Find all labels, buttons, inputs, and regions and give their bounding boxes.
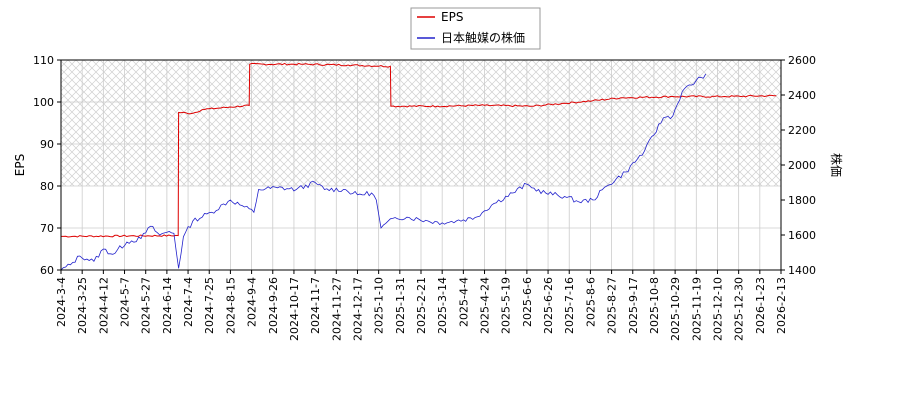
x-tick-label: 2024-9-26: [267, 277, 280, 334]
x-tick-label: 2026-2-13: [775, 277, 788, 334]
right-tick-label: 2000: [788, 159, 816, 172]
x-tick-label: 2025-1-10: [373, 277, 386, 334]
x-tick-label: 2025-11-19: [690, 277, 703, 341]
x-tick-label: 2025-4-24: [479, 277, 492, 334]
x-tick-label: 2024-3-25: [76, 277, 89, 334]
right-tick-label: 1400: [788, 264, 816, 277]
left-tick-label: 60: [40, 264, 54, 277]
right-axis-ticks: 1400 1600 1800 2000 2200 2400 2600: [781, 54, 816, 277]
x-tick-label: 2024-11-27: [330, 277, 343, 341]
left-tick-label: 80: [40, 180, 54, 193]
x-tick-label: 2024-5-7: [119, 277, 132, 327]
series-line-eps: [61, 62, 777, 238]
left-tick-label: 110: [33, 54, 54, 67]
left-tick-label: 70: [40, 222, 54, 235]
x-tick-label: 2025-1-31: [394, 277, 407, 334]
right-tick-label: 1800: [788, 194, 816, 207]
right-tick-label: 2200: [788, 124, 816, 137]
x-tick-label: 2025-9-17: [627, 277, 640, 334]
x-tick-label: 2024-9-4: [246, 277, 259, 327]
right-axis-label: 株価: [829, 153, 844, 177]
x-tick-label: 2024-7-25: [203, 277, 216, 334]
x-tick-label: 2024-11-7: [309, 277, 322, 334]
left-tick-label: 90: [40, 138, 54, 151]
x-tick-label: 2024-8-15: [224, 277, 237, 334]
right-tick-label: 2600: [788, 54, 816, 67]
x-tick-label: 2025-10-8: [648, 277, 661, 334]
x-tick-label: 2025-4-4: [457, 277, 470, 327]
x-tick-label: 2025-3-14: [436, 277, 449, 334]
x-tick-label: 2024-3-4: [55, 277, 68, 327]
legend: EPS 日本触媒の株価: [410, 7, 541, 50]
x-tick-label: 2026-1-23: [754, 277, 767, 334]
x-tick-label: 2025-7-16: [563, 277, 576, 334]
x-tick-label: 2025-5-19: [500, 277, 513, 334]
x-tick-label: 2024-7-4: [182, 277, 195, 327]
left-tick-label: 100: [33, 96, 54, 109]
legend-box: [410, 7, 541, 50]
x-tick-label: 2025-2-21: [415, 277, 428, 334]
left-axis-ticks: 60 70 80 90 100 110: [33, 54, 61, 277]
x-tick-label: 2024-10-17: [288, 277, 301, 341]
left-axis-label: EPS: [13, 154, 27, 176]
right-tick-label: 1600: [788, 229, 816, 242]
x-tick-label: 2024-6-14: [161, 277, 174, 334]
x-tick-label: 2024-5-27: [140, 277, 153, 334]
legend-label-stock-price: 日本触媒の株価: [441, 30, 525, 45]
x-tick-label: 2025-6-26: [542, 277, 555, 334]
x-tick-label: 2024-4-12: [97, 277, 110, 334]
series-line-stock-price: [61, 73, 707, 270]
x-tick-label: 2025-8-6: [584, 277, 597, 327]
x-tick-label: 2025-8-27: [606, 277, 619, 334]
vertical-gridlines: [60, 60, 782, 270]
x-tick-label: 2024-12-17: [351, 277, 364, 341]
x-tick-label: 2025-10-29: [669, 277, 682, 341]
legend-label-eps: EPS: [441, 10, 463, 24]
x-axis-ticks: 2024-3-4 2024-3-25 2024-4-12 2024-5-7 2024-5…: [55, 270, 788, 341]
x-tick-label: 2025-6-6: [521, 277, 534, 327]
x-tick-label: 2025-12-30: [733, 277, 746, 341]
x-tick-label: 2025-12-10: [711, 277, 724, 341]
right-tick-label: 2400: [788, 89, 816, 102]
